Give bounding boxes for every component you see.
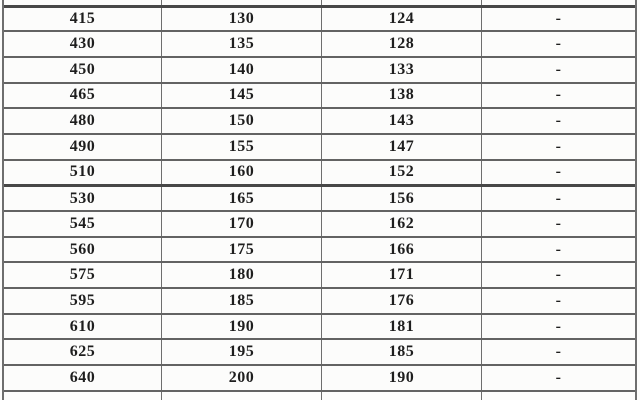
table-cell: 530 xyxy=(4,187,162,210)
table-row: 490 155 147 - xyxy=(4,132,635,159)
table-row: 625 195 185 - xyxy=(4,338,635,365)
table-cell: - xyxy=(555,137,562,155)
table-cell: 595 xyxy=(4,289,162,313)
table-cell: 155 xyxy=(162,134,322,159)
table-row-partial-bottom xyxy=(4,389,635,400)
table-cell: - xyxy=(555,240,562,258)
table-cell: - xyxy=(555,35,562,53)
table-cell: 138 xyxy=(322,83,482,108)
table-cell: 190 xyxy=(162,314,322,339)
table-cell: 175 xyxy=(162,237,322,262)
table-cell: 625 xyxy=(4,340,162,365)
table-cell: 128 xyxy=(322,32,482,56)
table-cell: 185 xyxy=(162,289,322,313)
table-cell: - xyxy=(555,60,562,78)
table-row: 560 175 166 - xyxy=(4,235,635,262)
table-cell: 152 xyxy=(322,160,482,185)
table-cell: - xyxy=(555,189,562,207)
table-cell: 480 xyxy=(4,109,162,133)
table-cell: 160 xyxy=(162,160,322,185)
table-cell: 124 xyxy=(322,7,482,31)
table-cell: 185 xyxy=(322,340,482,365)
table-cell: 545 xyxy=(4,212,162,236)
table-cell: 560 xyxy=(4,237,162,262)
table-cell: - xyxy=(555,163,562,181)
table-cell: - xyxy=(555,368,562,386)
table-cell: 176 xyxy=(322,289,482,313)
table-cell xyxy=(162,391,322,400)
table-cell: 156 xyxy=(322,187,482,210)
table-cell: 490 xyxy=(4,134,162,159)
table-cell: - xyxy=(555,317,562,335)
table-cell: 415 xyxy=(4,7,162,31)
table-row: 415 130 124 - xyxy=(4,4,635,31)
table-cell: 165 xyxy=(162,187,322,210)
table-cell: 162 xyxy=(322,212,482,236)
table-cell: 430 xyxy=(4,32,162,56)
table-cell: 130 xyxy=(162,7,322,31)
table-cell: - xyxy=(555,214,562,232)
table-cell: 510 xyxy=(4,160,162,185)
table-cell: 200 xyxy=(162,366,322,390)
table-cell xyxy=(4,391,162,400)
table-cell: 181 xyxy=(322,314,482,339)
table-cell xyxy=(162,0,322,5)
table-cell: 143 xyxy=(322,109,482,133)
table-row: 610 190 181 - xyxy=(4,312,635,339)
table-cell: - xyxy=(555,291,562,309)
table-cell: 640 xyxy=(4,366,162,390)
table-cell: 465 xyxy=(4,83,162,108)
table-cell xyxy=(322,0,482,5)
table-cell: - xyxy=(555,86,562,104)
table-cell xyxy=(4,0,162,5)
table-row: 465 145 138 - xyxy=(4,81,635,108)
table-cell: 170 xyxy=(162,212,322,236)
table-cell: - xyxy=(555,266,562,284)
table-row: 640 200 190 - xyxy=(4,364,635,390)
table-cell: - xyxy=(555,9,562,27)
table-row: 450 140 133 - xyxy=(4,55,635,82)
table-cell: 190 xyxy=(322,366,482,390)
table-row: 510 160 152 - xyxy=(4,158,635,185)
table-cell: 145 xyxy=(162,83,322,108)
table-cell: 147 xyxy=(322,134,482,159)
table-cell: 610 xyxy=(4,314,162,339)
table-cell: 450 xyxy=(4,57,162,82)
table-cell: 171 xyxy=(322,263,482,288)
table-cell: 180 xyxy=(162,263,322,288)
table-cell: 133 xyxy=(322,57,482,82)
table-row: 545 170 162 - xyxy=(4,210,635,236)
table-row: 575 180 171 - xyxy=(4,261,635,288)
table-row: 430 135 128 - xyxy=(4,30,635,56)
table-cell xyxy=(482,392,635,400)
table-cell: - xyxy=(555,343,562,361)
table-row-partial-top xyxy=(4,0,635,5)
table-cell: 135 xyxy=(162,32,322,56)
table-cell xyxy=(322,391,482,400)
table-row: 530 165 156 - xyxy=(4,184,635,210)
table-cell: 166 xyxy=(322,237,482,262)
table-cell: 195 xyxy=(162,340,322,365)
table-cell: 150 xyxy=(162,109,322,133)
table-row: 480 150 143 - xyxy=(4,107,635,133)
table-cell: 575 xyxy=(4,263,162,288)
table-cell: - xyxy=(555,112,562,130)
table-row: 595 185 176 - xyxy=(4,287,635,313)
table-cell: 140 xyxy=(162,57,322,82)
